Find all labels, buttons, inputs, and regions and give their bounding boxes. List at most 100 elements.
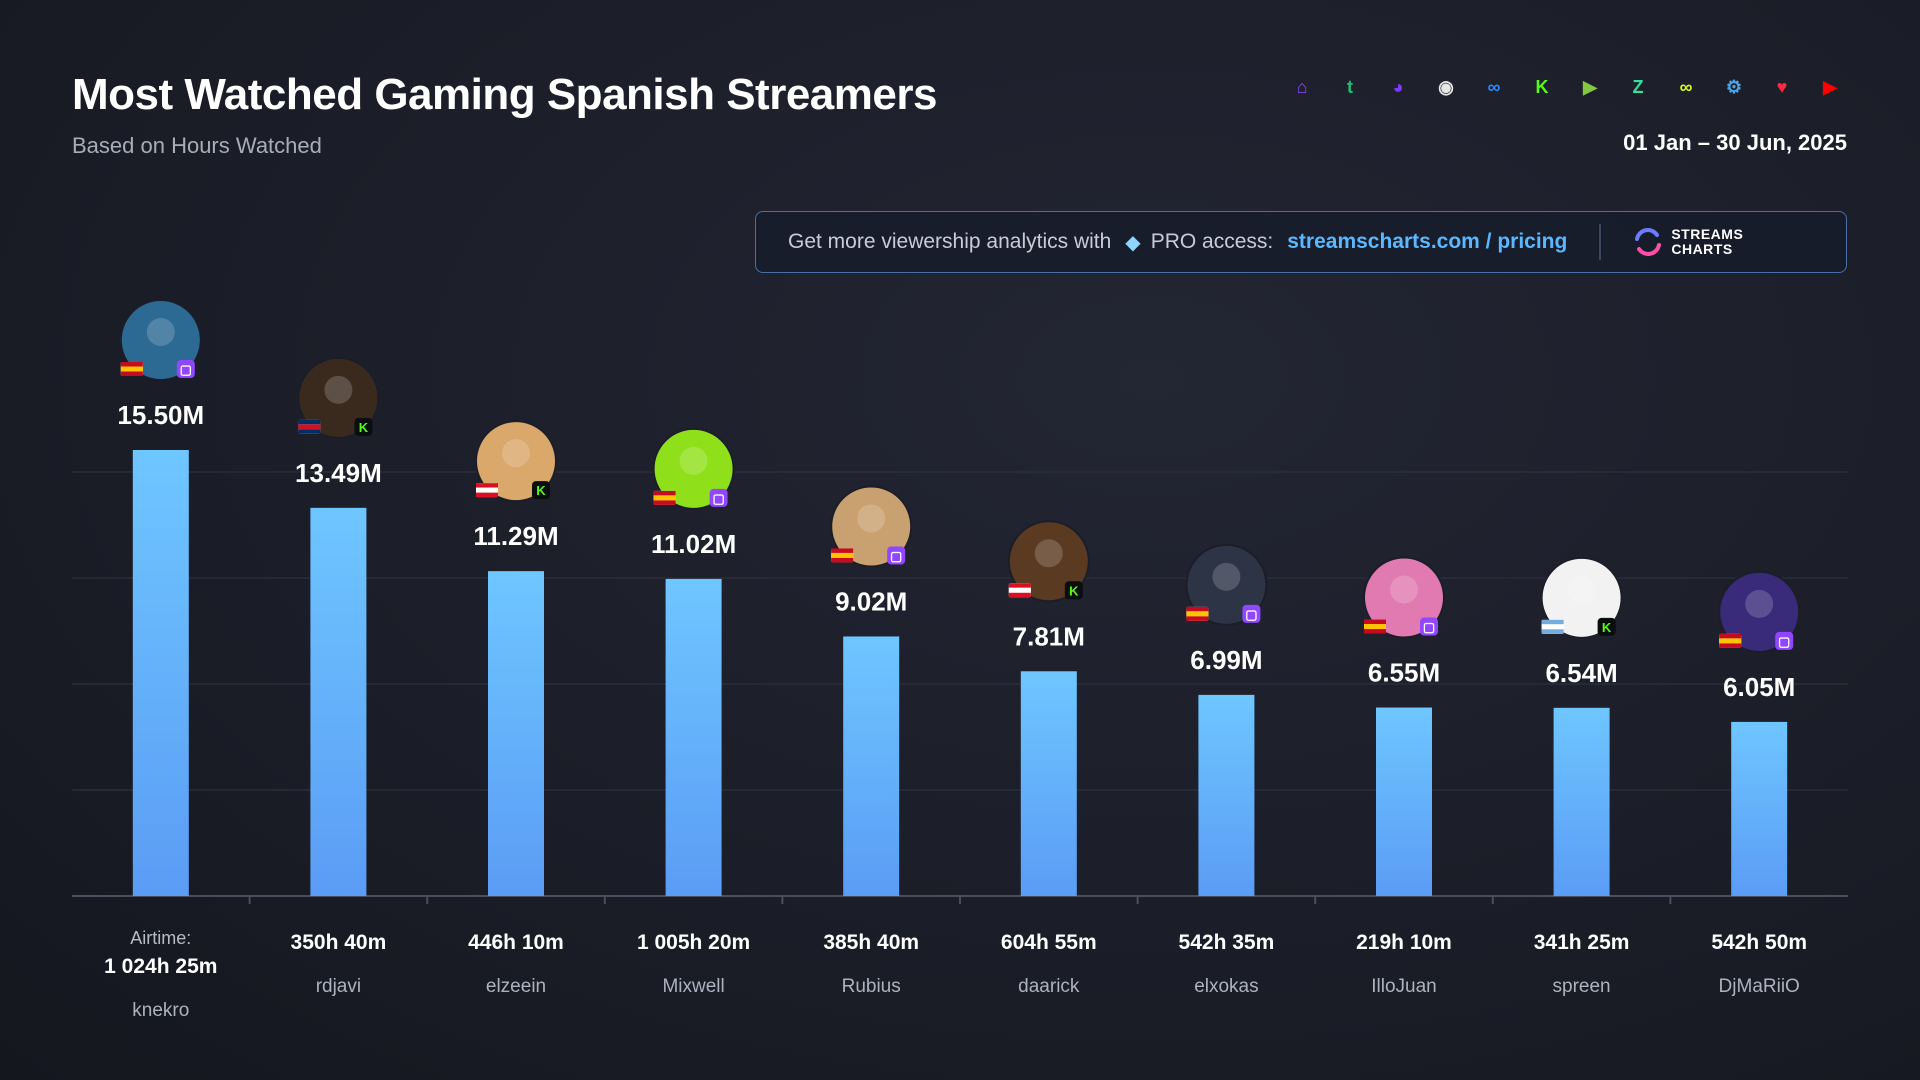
flag-stripe [1364, 624, 1386, 630]
value-label: 9.02M [835, 586, 907, 616]
flag-stripe [476, 483, 498, 488]
flag-stripe [1008, 587, 1031, 593]
flag-stripe [1364, 629, 1386, 634]
kick-badge-icon [1064, 581, 1083, 600]
bar-group[interactable]: 7.81M K 604h 55m daarick [959, 520, 1097, 997]
streamer-name: IlloJuan [1371, 976, 1437, 997]
twitch-badge-icon [1420, 617, 1438, 636]
promo-divider [1599, 224, 1602, 260]
rumble-icon: ▶ [1583, 76, 1597, 97]
value-label: 13.49M [295, 458, 382, 488]
airtime-value: 604h 55m [1001, 931, 1097, 954]
flag-stripe [1719, 633, 1742, 639]
bar[interactable] [1376, 707, 1432, 896]
bar-group[interactable]: 11.29M K 446h 10m elzeein [426, 420, 564, 997]
bar[interactable] [132, 450, 189, 896]
streamer-name: elzeein [486, 976, 546, 997]
value-label: 11.02M [651, 529, 736, 559]
twitch-badge-icon [709, 488, 728, 507]
loop-icon: ∞ [1679, 76, 1693, 97]
youtube-icon: ▶ [1823, 76, 1837, 97]
avatar-face [1034, 539, 1063, 568]
bar-group[interactable]: 6.55M ▢ 219h 10m IlloJuan [1314, 556, 1452, 997]
flag-stripe [1186, 606, 1209, 612]
airtime-value: 542h 50m [1711, 931, 1807, 954]
flag-stripe [1186, 611, 1209, 617]
flag-stripe [476, 492, 498, 498]
flag-stripe [120, 371, 143, 376]
twitch-badge-icon [176, 360, 195, 378]
platform-icons: ⌂ t ◕ ◉ ∞ K ▶ Z ∞ ⚙ ♥ ▶ [1285, 70, 1847, 104]
flag-stripe [1719, 643, 1742, 648]
airtime-value: 385h 40m [823, 931, 919, 954]
bar[interactable] [1198, 694, 1255, 896]
bar[interactable] [310, 507, 367, 896]
avatar-face [857, 504, 886, 533]
promo-pro: PRO access: [1150, 230, 1274, 253]
bar-group[interactable]: 11.02M ▢ 1 005h 20m Mixwell [603, 427, 750, 997]
value-label: 6.99M [1190, 645, 1262, 675]
value-label: 15.50M [117, 400, 204, 430]
date-range: 01 Jan – 30 Jun, 2025 [1623, 130, 1847, 155]
flag-stripe [653, 495, 676, 501]
bigo-icon: ◉ [1438, 76, 1454, 97]
avatar-face [679, 446, 708, 475]
streamer-name: knekro [132, 1000, 189, 1021]
page-title: Most Watched Gaming Spanish Streamers [72, 70, 937, 119]
bar-group[interactable]: 15.50M ▢ Airtime: 1 024h 25m knekro [104, 299, 217, 1021]
badge-glyph: ▢ [890, 548, 902, 563]
bar[interactable] [1731, 721, 1788, 896]
badge-glyph: ▢ [1245, 607, 1257, 622]
value-label: 6.55M [1368, 658, 1440, 688]
streams-charts-icon [1635, 228, 1662, 256]
streamer-name: Mixwell [662, 976, 724, 997]
bar-group[interactable]: 13.49M K 350h 40m rdjavi [248, 356, 387, 997]
heart-icon: ♥ [1776, 76, 1788, 97]
promo-text: Get more viewership analytics with [788, 230, 1112, 253]
flag-stripe [831, 552, 854, 558]
value-label: 11.29M [473, 521, 558, 551]
avatar-face [146, 318, 175, 346]
kick-badge-icon [532, 481, 550, 500]
bar[interactable] [1020, 671, 1077, 896]
airtime-value: 542h 35m [1179, 931, 1275, 954]
bar[interactable] [665, 578, 722, 896]
bar-group[interactable]: 6.54M K 341h 25m spreen [1491, 556, 1630, 997]
streamer-name: elxokas [1194, 976, 1258, 997]
badge-glyph: ▢ [180, 362, 192, 377]
steam-icon: ⚙ [1725, 76, 1743, 97]
bar[interactable] [1553, 707, 1610, 896]
airtime-value: 219h 10m [1356, 931, 1452, 954]
bar[interactable] [843, 636, 900, 896]
avatar-face [1390, 575, 1418, 604]
flag-stripe [653, 490, 676, 496]
flag-stripe [298, 419, 321, 425]
streamer-name: rdjavi [316, 976, 361, 997]
value-label: 6.54M [1545, 658, 1617, 688]
flag-stripe [1541, 629, 1564, 634]
avatar-face [1212, 562, 1241, 591]
bar-group[interactable]: 6.05M ▢ 542h 50m DjMaRiiO [1669, 570, 1807, 997]
bar[interactable] [488, 571, 544, 896]
badge-glyph: K [536, 483, 546, 498]
twitch-badge-icon [887, 546, 906, 565]
flag-stripe [120, 366, 143, 372]
pricing-link[interactable]: streamscharts.com / pricing [1287, 230, 1568, 253]
streamer-name: spreen [1553, 976, 1611, 997]
badge-glyph: ▢ [712, 491, 724, 506]
zefi-icon: Z [1632, 76, 1644, 97]
flag-stripe [1008, 583, 1031, 588]
badge-glyph: K [1602, 620, 1612, 635]
flag-stripe [1541, 619, 1564, 625]
promo-banner[interactable]: Get more viewership analytics with ◆ PRO… [755, 211, 1847, 273]
bar-group[interactable]: 9.02M ▢ 385h 40m Rubius [781, 485, 919, 997]
infinity-icon: ∞ [1487, 76, 1501, 97]
trovo-icon: t [1347, 76, 1353, 97]
kick-icon: K [1535, 76, 1549, 97]
value-label: 7.81M [1013, 621, 1085, 651]
bar-group[interactable]: 6.99M ▢ 542h 35m elxokas [1136, 543, 1275, 997]
airtime-value: 446h 10m [468, 931, 564, 954]
flag-stripe [1186, 616, 1209, 621]
